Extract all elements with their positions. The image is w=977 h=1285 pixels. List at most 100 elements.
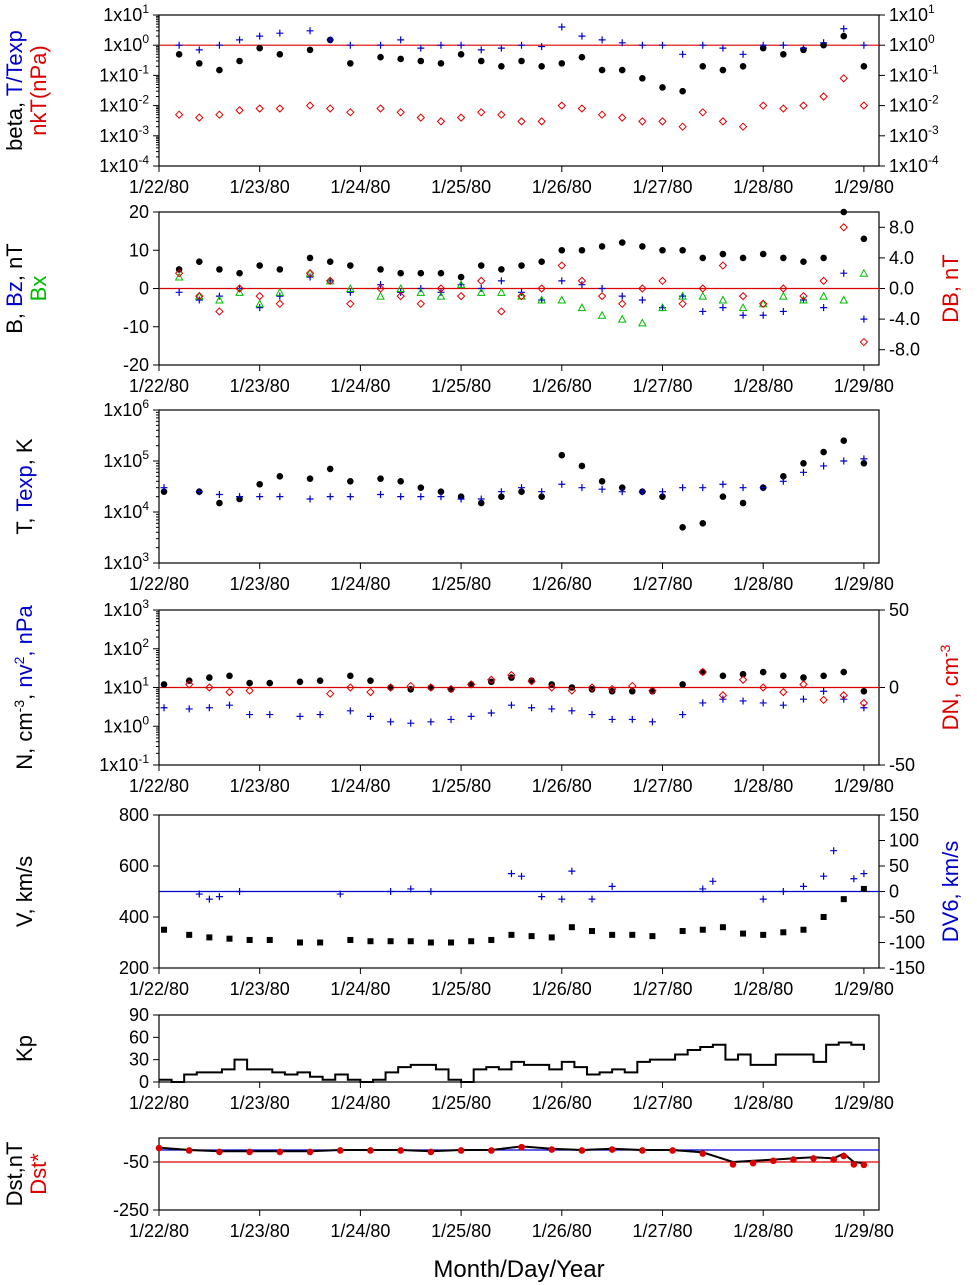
data-point <box>437 488 445 496</box>
series-bz <box>175 269 868 323</box>
y-axis-label-part: Bz <box>2 281 27 307</box>
data-point <box>195 291 204 301</box>
data-point <box>185 705 193 713</box>
data-point <box>305 268 315 278</box>
data-point <box>477 57 485 65</box>
data-point <box>195 46 203 54</box>
data-point <box>206 934 213 941</box>
y-axis-label-part: , <box>12 688 37 700</box>
data-point <box>397 269 404 277</box>
data-point <box>437 493 445 501</box>
data-point <box>487 675 496 684</box>
data-point <box>597 110 607 119</box>
data-point <box>488 936 495 943</box>
data-point <box>638 318 647 327</box>
data-point <box>598 285 606 292</box>
data-point <box>699 885 707 893</box>
data-point <box>336 1147 344 1154</box>
data-point <box>457 1147 465 1154</box>
x-tick-label: 1/28/80 <box>733 177 793 197</box>
data-point <box>195 890 203 898</box>
data-point <box>346 108 355 117</box>
data-point <box>347 477 354 485</box>
data-point <box>628 681 637 691</box>
data-point <box>367 1147 374 1154</box>
data-point <box>517 291 526 301</box>
data-point <box>558 895 566 903</box>
data-point <box>236 269 243 277</box>
series-beta <box>175 32 868 95</box>
data-point <box>235 106 244 115</box>
data-point <box>396 108 405 117</box>
x-tick-label: 1/29/80 <box>834 1221 894 1241</box>
data-point <box>161 926 168 933</box>
data-point <box>658 303 667 312</box>
data-point <box>518 1143 525 1151</box>
data-point <box>638 296 646 304</box>
data-point <box>839 691 848 700</box>
right-y-tick-label: 1x10-3 <box>889 123 939 146</box>
x-tick-label: 1/29/80 <box>834 979 894 999</box>
data-point <box>538 893 546 901</box>
data-point <box>366 712 374 720</box>
series-nkt <box>174 74 869 131</box>
y-axis-label-part: beta, <box>2 96 27 151</box>
y-tick-label: 0 <box>139 279 149 299</box>
right-axis-label-part: DV6, km/s <box>938 841 963 942</box>
data-point <box>477 46 485 54</box>
right-y-tick-label: -4.0 <box>889 309 920 329</box>
data-point <box>679 87 686 95</box>
y-axis-label-part: T, <box>12 512 37 535</box>
data-point <box>779 307 787 315</box>
data-point <box>618 66 626 74</box>
data-point <box>467 712 475 720</box>
plot-frame <box>158 1137 880 1211</box>
data-point <box>699 41 707 49</box>
data-point <box>160 704 168 712</box>
data-point <box>759 311 767 319</box>
data-point <box>538 43 546 51</box>
data-point <box>699 668 707 676</box>
x-tick-label: 1/27/80 <box>632 1093 692 1113</box>
data-point <box>718 691 728 700</box>
data-point <box>497 488 505 496</box>
y-tick-label: 1x100 <box>103 713 149 736</box>
panel-velocity: 800 600 400 200 150 100 50 0 -50 -100 -150 1/22/80 1… <box>12 805 963 999</box>
data-point <box>276 493 284 501</box>
data-point <box>457 41 465 49</box>
data-point <box>377 53 384 61</box>
data-point <box>306 475 314 482</box>
data-point <box>739 697 747 705</box>
data-point <box>417 57 425 65</box>
data-point <box>457 495 465 503</box>
data-point <box>739 50 747 58</box>
data-point <box>840 896 847 903</box>
y-tick-label: 1x10-1 <box>99 752 149 775</box>
data-point <box>739 499 747 507</box>
data-point <box>638 488 646 496</box>
data-point <box>518 484 526 492</box>
data-point <box>215 491 223 499</box>
right-y-tick-label: -50 <box>889 907 915 927</box>
data-point <box>608 715 616 723</box>
data-point <box>195 60 203 67</box>
y-axis-label: T, Texp, K <box>12 438 37 535</box>
data-point <box>799 295 808 304</box>
x-tick-label: 1/27/80 <box>632 979 692 999</box>
data-point <box>417 44 425 52</box>
data-point <box>639 75 646 82</box>
y-tick-label: 1x101 <box>103 2 149 25</box>
data-point <box>860 235 868 243</box>
data-point <box>377 475 384 482</box>
y-axis-label-part: , K <box>12 438 37 465</box>
data-point <box>659 246 666 254</box>
data-point <box>235 287 244 296</box>
data-point <box>216 66 223 74</box>
data-point <box>437 41 445 49</box>
data-point <box>397 1147 404 1154</box>
y-tick-label: 1x101 <box>103 675 149 698</box>
data-point <box>799 44 807 52</box>
data-point <box>779 888 787 895</box>
series-line <box>159 1041 865 1083</box>
data-point <box>497 287 506 296</box>
